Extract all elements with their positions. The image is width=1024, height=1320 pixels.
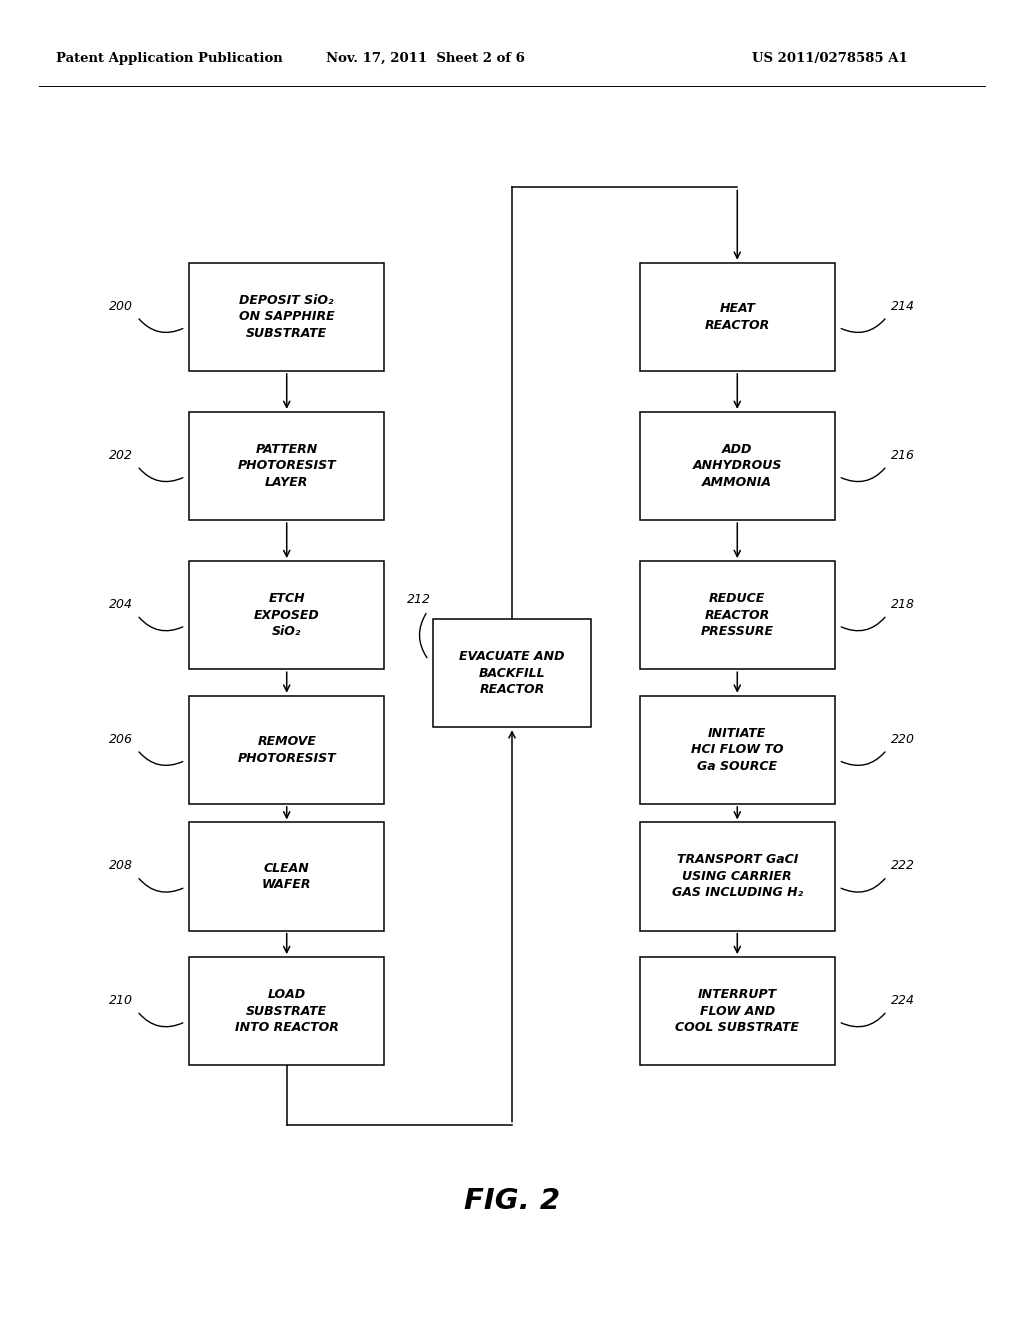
Bar xyxy=(640,957,835,1065)
Text: ADD
ANHYDROUS
AMMONIA: ADD ANHYDROUS AMMONIA xyxy=(692,444,782,488)
Text: LOAD
SUBSTRATE
INTO REACTOR: LOAD SUBSTRATE INTO REACTOR xyxy=(234,989,339,1034)
Text: Patent Application Publication: Patent Application Publication xyxy=(56,51,283,65)
Text: 216: 216 xyxy=(891,449,914,462)
Bar xyxy=(432,619,592,727)
Text: REDUCE
REACTOR
PRESSURE: REDUCE REACTOR PRESSURE xyxy=(700,593,774,638)
Text: 224: 224 xyxy=(891,994,914,1007)
Text: DEPOSIT SiO₂
ON SAPPHIRE
SUBSTRATE: DEPOSIT SiO₂ ON SAPPHIRE SUBSTRATE xyxy=(239,294,335,339)
Text: EVACUATE AND
BACKFILL
REACTOR: EVACUATE AND BACKFILL REACTOR xyxy=(459,651,565,696)
Text: TRANSPORT GaCI
USING CARRIER
GAS INCLUDING H₂: TRANSPORT GaCI USING CARRIER GAS INCLUDI… xyxy=(672,854,803,899)
Text: INITIATE
HCI FLOW TO
Ga SOURCE: INITIATE HCI FLOW TO Ga SOURCE xyxy=(691,727,783,772)
Text: 222: 222 xyxy=(891,859,914,873)
Text: REMOVE
PHOTORESIST: REMOVE PHOTORESIST xyxy=(238,735,336,764)
Bar xyxy=(189,263,384,371)
Bar xyxy=(189,822,384,931)
Bar xyxy=(640,263,835,371)
Text: 210: 210 xyxy=(110,994,133,1007)
Bar xyxy=(640,822,835,931)
Text: 214: 214 xyxy=(891,300,914,313)
Text: 202: 202 xyxy=(110,449,133,462)
Text: 218: 218 xyxy=(891,598,914,611)
Bar xyxy=(640,412,835,520)
Text: PATTERN
PHOTORESIST
LAYER: PATTERN PHOTORESIST LAYER xyxy=(238,444,336,488)
Bar xyxy=(189,561,384,669)
Text: FIG. 2: FIG. 2 xyxy=(464,1187,560,1216)
Text: 206: 206 xyxy=(110,733,133,746)
Text: 208: 208 xyxy=(110,859,133,873)
Text: 212: 212 xyxy=(407,593,431,606)
Text: 200: 200 xyxy=(110,300,133,313)
Bar xyxy=(189,696,384,804)
Text: US 2011/0278585 A1: US 2011/0278585 A1 xyxy=(752,51,907,65)
Text: Nov. 17, 2011  Sheet 2 of 6: Nov. 17, 2011 Sheet 2 of 6 xyxy=(326,51,524,65)
Bar xyxy=(189,957,384,1065)
Bar xyxy=(640,696,835,804)
Bar xyxy=(189,412,384,520)
Text: HEAT
REACTOR: HEAT REACTOR xyxy=(705,302,770,331)
Text: CLEAN
WAFER: CLEAN WAFER xyxy=(262,862,311,891)
Text: ETCH
EXPOSED
SiO₂: ETCH EXPOSED SiO₂ xyxy=(254,593,319,638)
Text: 204: 204 xyxy=(110,598,133,611)
Text: INTERRUPT
FLOW AND
COOL SUBSTRATE: INTERRUPT FLOW AND COOL SUBSTRATE xyxy=(676,989,799,1034)
Bar xyxy=(640,561,835,669)
Text: 220: 220 xyxy=(891,733,914,746)
